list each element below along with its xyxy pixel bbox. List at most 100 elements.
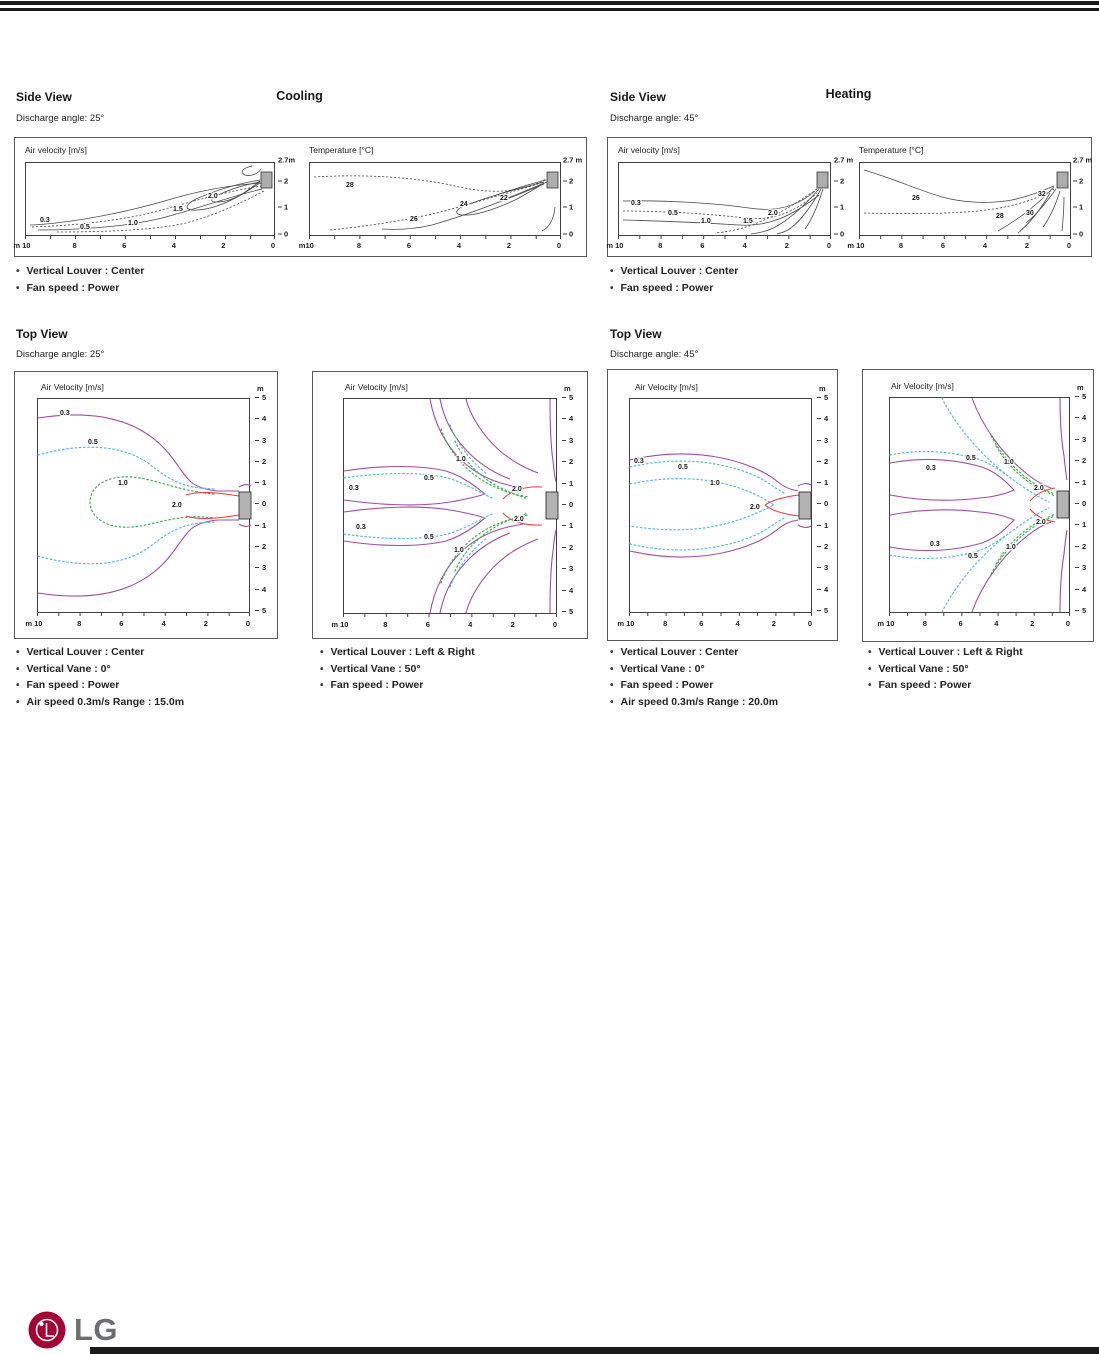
cooling-top-center-panel: Air Velocity [m/s] [14,371,278,639]
x-axis-ticks [889,612,1070,616]
y-axis-unit: m [1077,383,1084,392]
contour-0.3-purple [37,414,252,597]
cooling-top-discharge-angle: Discharge angle: 25° [16,349,105,360]
chart-title: Temperature [°C] [859,145,924,155]
chart-title: Temperature [°C] [309,145,374,155]
cooling-top-center-notes: Vertical Louver : Center Vertical Vane : … [16,646,185,712]
contour-0.5-cyan [629,460,785,551]
svg-text:0.5: 0.5 [678,464,688,471]
x-axis-labels: m 10 8 6 4 2 0 [331,620,558,629]
note-item: Fan speed : Power [320,679,475,691]
indoor-unit [816,171,829,189]
note-item: Fan speed : Power [610,679,778,691]
svg-text:0.5: 0.5 [424,475,434,482]
cooling-side-velocity-plot: 0.3 0.5 1.0 1.5 2.0 [25,162,275,239]
y-axis-labels: 2.7m 2 1 0 [278,155,296,239]
y-axis-labels: 2.7 m 2 1 0 [834,155,854,239]
indoor-unit [1056,490,1070,519]
heating-top-leftright-panel: Air Velocity [m/s] [862,369,1094,642]
svg-text:1.0: 1.0 [1004,459,1014,466]
x-axis-ticks [343,613,557,617]
heating-top-view-heading: Top View [610,327,662,341]
note-item: Vertical Vane : 50° [320,663,475,675]
chart-title: Air velocity [m/s] [25,145,87,155]
x-axis-labels: m 10 8 6 4 2 0 [25,619,251,628]
heating-side-velocity-plot: 0.3 0.5 1.0 1.5 2.0 [618,162,831,239]
note-item: Fan speed : Power [16,679,184,691]
x-axis-labels: m 10 8 6 4 2 0 [877,619,1071,628]
cooling-side-discharge-angle: Discharge angle: 25° [16,113,105,124]
x-axis-ticks [37,612,250,616]
indoor-unit [546,171,559,189]
svg-text:2.0: 2.0 [208,193,218,200]
contour-1.0-cyan [629,478,776,531]
heating-top-center-plot: 0.3 0.5 1.0 2.0 [629,398,812,616]
note-item: Vertical Vane : 50° [868,663,1023,675]
svg-text:26: 26 [912,195,920,202]
contour-0.3-purple [889,397,1068,613]
svg-text:2.0: 2.0 [750,504,760,511]
chart-title: Air Velocity [m/s] [345,382,408,392]
svg-text:0.5: 0.5 [968,553,978,560]
x-axis-labels: m 10 8 6 4 2 0 [13,241,276,250]
svg-text:28: 28 [346,182,354,189]
cooling-title: Cooling [276,89,323,103]
heating-top-discharge-angle: Discharge angle: 45° [610,349,699,360]
note-item: Fan speed : Power [868,679,1023,691]
x-axis-ticks [25,235,275,239]
heating-side-panel: Air velocity [m/s] 0.3 0.5 1.0 1.5 2.0 [606,137,1092,257]
note-item: Air speed 0.3m/s Range : 20.0m [610,696,779,708]
top-double-rule-thick [0,1,1099,5]
indoor-unit [545,491,559,520]
svg-text:0.3: 0.3 [631,200,641,207]
chart-title: Air velocity [m/s] [618,145,680,155]
temperature-contour-lines [863,169,1065,234]
contour-0.3-purple [343,398,557,614]
heating-top-leftright-plot: 0.3 0.5 1.0 2.0 0.3 0.5 1.0 2.0 [889,397,1070,616]
contour-2.0-red [764,494,800,517]
svg-text:1.0: 1.0 [1006,544,1016,551]
heating-side-notes: Vertical Louver : Center Fan speed : Powe… [610,265,739,298]
cooling-side-temperature-plot: 28 24 22 26 [309,162,561,239]
svg-text:2.0: 2.0 [172,502,182,509]
lg-symbol-icon [28,1311,66,1349]
top-double-rule-thin [0,8,1099,11]
svg-text:0.5: 0.5 [80,224,90,231]
svg-text:32: 32 [1038,191,1046,198]
chart-title: Air Velocity [m/s] [41,382,104,392]
note-item: Vertical Louver : Center [16,646,184,658]
x-axis-ticks [309,235,561,239]
svg-text:2.0: 2.0 [1034,485,1044,492]
contour-0.5-cyan [889,397,1050,613]
x-axis-labels: m 10 8 6 4 2 0 [606,241,832,250]
note-item: Vertical Vane : 0° [610,663,778,675]
heating-side-discharge-angle: Discharge angle: 45° [610,113,699,124]
chart-title: Air Velocity [m/s] [635,382,698,392]
note-item: Vertical Louver : Center [610,646,778,658]
note-item: Fan speed : Power [610,282,738,294]
heating-title: Heating [825,87,872,101]
temperature-contour-lines [313,175,556,232]
indoor-unit [1056,171,1069,189]
chart-title: Air Velocity [m/s] [891,381,954,391]
indoor-unit [798,491,812,520]
svg-text:1.0: 1.0 [456,456,466,463]
svg-text:1.0: 1.0 [118,480,128,487]
lg-logo: LG [28,1311,118,1349]
x-axis-labels: m 10 8 6 4 2 0 [617,619,813,628]
note-item: Air speed 0.3m/s Range : 15.0m [16,696,185,708]
svg-text:0.3: 0.3 [930,541,940,548]
contour-2.0-red [502,486,543,526]
contour-1.0-green [89,476,215,528]
indoor-unit [260,171,273,189]
note-item: Vertical Louver : Left & Right [868,646,1023,658]
cooling-top-leftright-notes: Vertical Louver : Left & Right Vertical V… [320,646,475,696]
heating-top-leftright-notes: Vertical Louver : Left & Right Vertical V… [868,646,1023,696]
y-axis-labels: 2.7 m 2 1 0 [563,155,583,239]
velocity-contour-lines [622,188,824,235]
svg-text:26: 26 [410,216,418,223]
contour-1.0-green [990,435,1056,575]
